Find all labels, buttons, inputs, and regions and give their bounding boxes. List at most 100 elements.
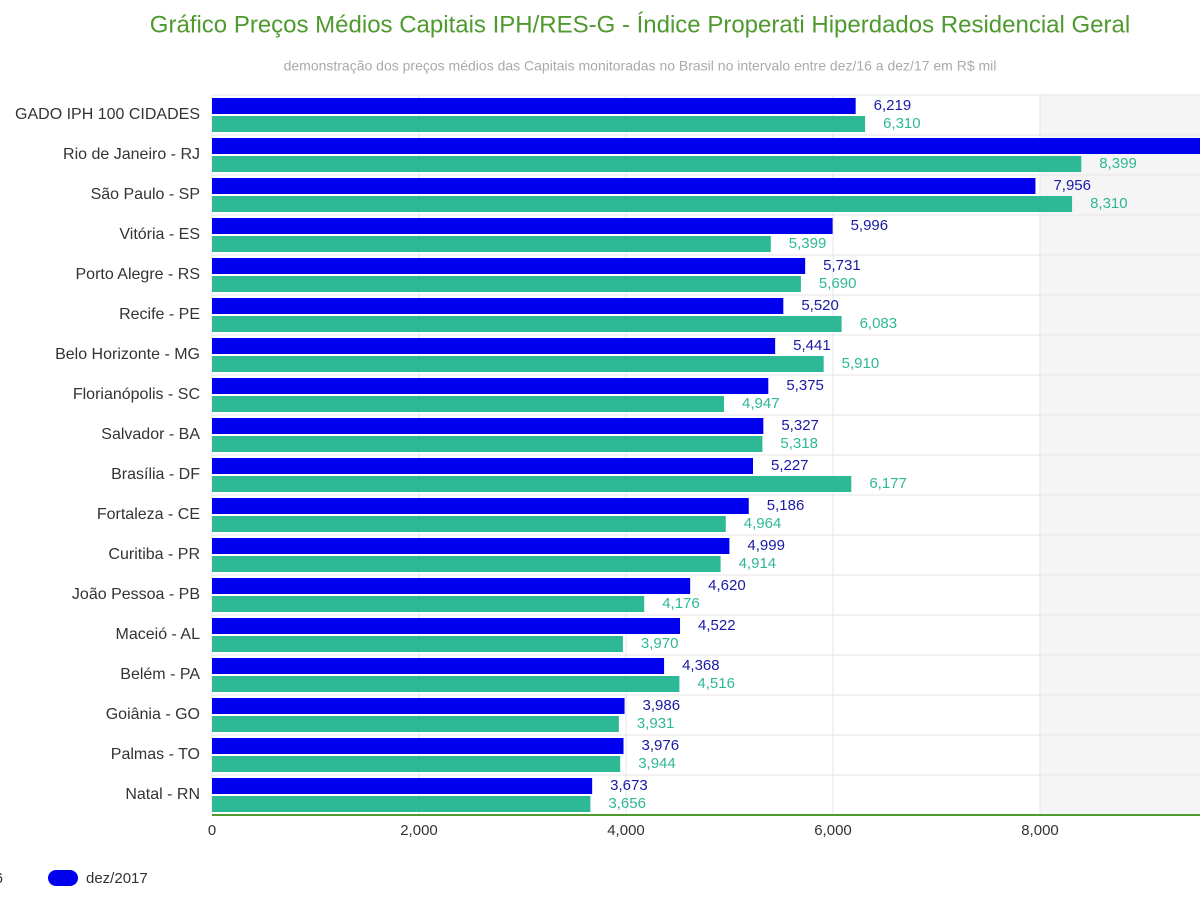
data-label: 3,656 bbox=[608, 795, 646, 812]
bar bbox=[212, 98, 856, 114]
x-tick-label: 4,000 bbox=[607, 822, 645, 839]
bar bbox=[212, 196, 1073, 212]
data-label: 4,516 bbox=[697, 675, 735, 692]
data-label: 4,522 bbox=[698, 617, 736, 634]
data-label: 6,310 bbox=[883, 115, 921, 132]
data-label: 4,947 bbox=[742, 395, 780, 412]
data-label: 5,731 bbox=[823, 257, 861, 274]
x-tick-label: 6,000 bbox=[814, 822, 852, 839]
bar bbox=[212, 298, 784, 314]
bar bbox=[212, 116, 866, 132]
data-label: 5,520 bbox=[801, 297, 839, 314]
x-tick-label: 8,000 bbox=[1021, 822, 1059, 839]
y-tick-label: Salvador - BA bbox=[101, 426, 200, 443]
data-label: 5,375 bbox=[786, 377, 824, 394]
data-label: 7,956 bbox=[1053, 177, 1091, 194]
bar bbox=[212, 498, 749, 514]
data-label: 6,177 bbox=[869, 475, 907, 492]
data-label: 4,964 bbox=[744, 515, 782, 532]
data-label: 5,996 bbox=[851, 217, 889, 234]
data-label: 6,219 bbox=[874, 97, 912, 114]
y-tick-label: Goiânia - GO bbox=[106, 706, 200, 723]
data-label: 3,986 bbox=[643, 697, 681, 714]
data-label: 4,620 bbox=[708, 577, 746, 594]
y-tick-label: GADO IPH 100 CIDADES bbox=[15, 106, 200, 123]
bar bbox=[212, 716, 619, 732]
bar bbox=[212, 476, 852, 492]
y-tick-label: João Pessoa - PB bbox=[72, 586, 200, 603]
bar bbox=[212, 156, 1082, 172]
bar bbox=[212, 178, 1036, 194]
data-label: 5,690 bbox=[819, 275, 857, 292]
legend-label: dez/2017 bbox=[86, 870, 148, 887]
data-label: 5,186 bbox=[767, 497, 805, 514]
y-tick-label: Palmas - TO bbox=[111, 746, 200, 763]
y-tick-label: Maceió - AL bbox=[116, 626, 201, 643]
bar bbox=[212, 538, 730, 554]
y-tick-label: Natal - RN bbox=[125, 786, 200, 803]
data-label: 3,976 bbox=[642, 737, 680, 754]
bar bbox=[212, 418, 764, 434]
data-label: 8,310 bbox=[1090, 195, 1128, 212]
y-tick-label: Brasília - DF bbox=[111, 466, 200, 483]
y-tick-label: Florianópolis - SC bbox=[73, 386, 200, 403]
data-label: 4,914 bbox=[739, 555, 777, 572]
bar bbox=[212, 436, 763, 452]
data-label: 5,318 bbox=[780, 435, 818, 452]
data-label: 5,227 bbox=[771, 457, 809, 474]
bar bbox=[212, 636, 623, 652]
bar bbox=[212, 676, 680, 692]
y-tick-label: Porto Alegre - RS bbox=[76, 266, 201, 283]
y-tick-label: Vitória - ES bbox=[119, 226, 200, 243]
bar bbox=[212, 458, 753, 474]
bar bbox=[212, 138, 1200, 154]
bar bbox=[212, 356, 824, 372]
chart-subtitle: demonstração dos preços médios das Capit… bbox=[284, 58, 997, 74]
y-tick-label: Rio de Janeiro - RJ bbox=[63, 146, 200, 163]
bar bbox=[212, 658, 665, 674]
bar bbox=[212, 618, 681, 634]
data-label: 3,944 bbox=[638, 755, 676, 772]
data-label: 5,327 bbox=[781, 417, 819, 434]
bar bbox=[212, 316, 842, 332]
y-tick-label: Curitiba - PR bbox=[108, 546, 200, 563]
bar bbox=[212, 738, 624, 754]
data-label: 4,176 bbox=[662, 595, 700, 612]
data-label: 3,931 bbox=[637, 715, 675, 732]
y-tick-label: Belo Horizonte - MG bbox=[55, 346, 200, 363]
bar bbox=[212, 378, 769, 394]
x-tick-label: 2,000 bbox=[400, 822, 438, 839]
bar bbox=[212, 396, 725, 412]
bar bbox=[212, 556, 721, 572]
y-tick-label: São Paulo - SP bbox=[91, 186, 200, 203]
data-label: 3,970 bbox=[641, 635, 679, 652]
legend-label: 016 bbox=[0, 870, 3, 887]
data-label: 8,399 bbox=[1099, 155, 1137, 172]
x-tick-label: 0 bbox=[208, 822, 216, 839]
bar bbox=[212, 276, 801, 292]
bar bbox=[212, 516, 726, 532]
bar bbox=[212, 796, 591, 812]
data-label: 6,083 bbox=[860, 315, 898, 332]
bar bbox=[212, 698, 625, 714]
bar bbox=[212, 236, 771, 252]
data-label: 4,999 bbox=[747, 537, 785, 554]
chart-title: Gráfico Preços Médios Capitais IPH/RES-G… bbox=[150, 11, 1130, 38]
bar bbox=[212, 756, 621, 772]
legend-swatch bbox=[48, 870, 78, 886]
y-tick-label: Fortaleza - CE bbox=[97, 506, 200, 523]
data-label: 5,910 bbox=[842, 355, 880, 372]
y-tick-label: Recife - PE bbox=[119, 306, 200, 323]
data-label: 5,399 bbox=[789, 235, 827, 252]
bar bbox=[212, 258, 806, 274]
data-label: 3,673 bbox=[610, 777, 648, 794]
data-label: 5,441 bbox=[793, 337, 831, 354]
y-tick-label: Belém - PA bbox=[120, 666, 200, 683]
bar bbox=[212, 578, 691, 594]
bar bbox=[212, 778, 593, 794]
bar bbox=[212, 596, 645, 612]
data-label: 4,368 bbox=[682, 657, 720, 674]
bar bbox=[212, 338, 776, 354]
